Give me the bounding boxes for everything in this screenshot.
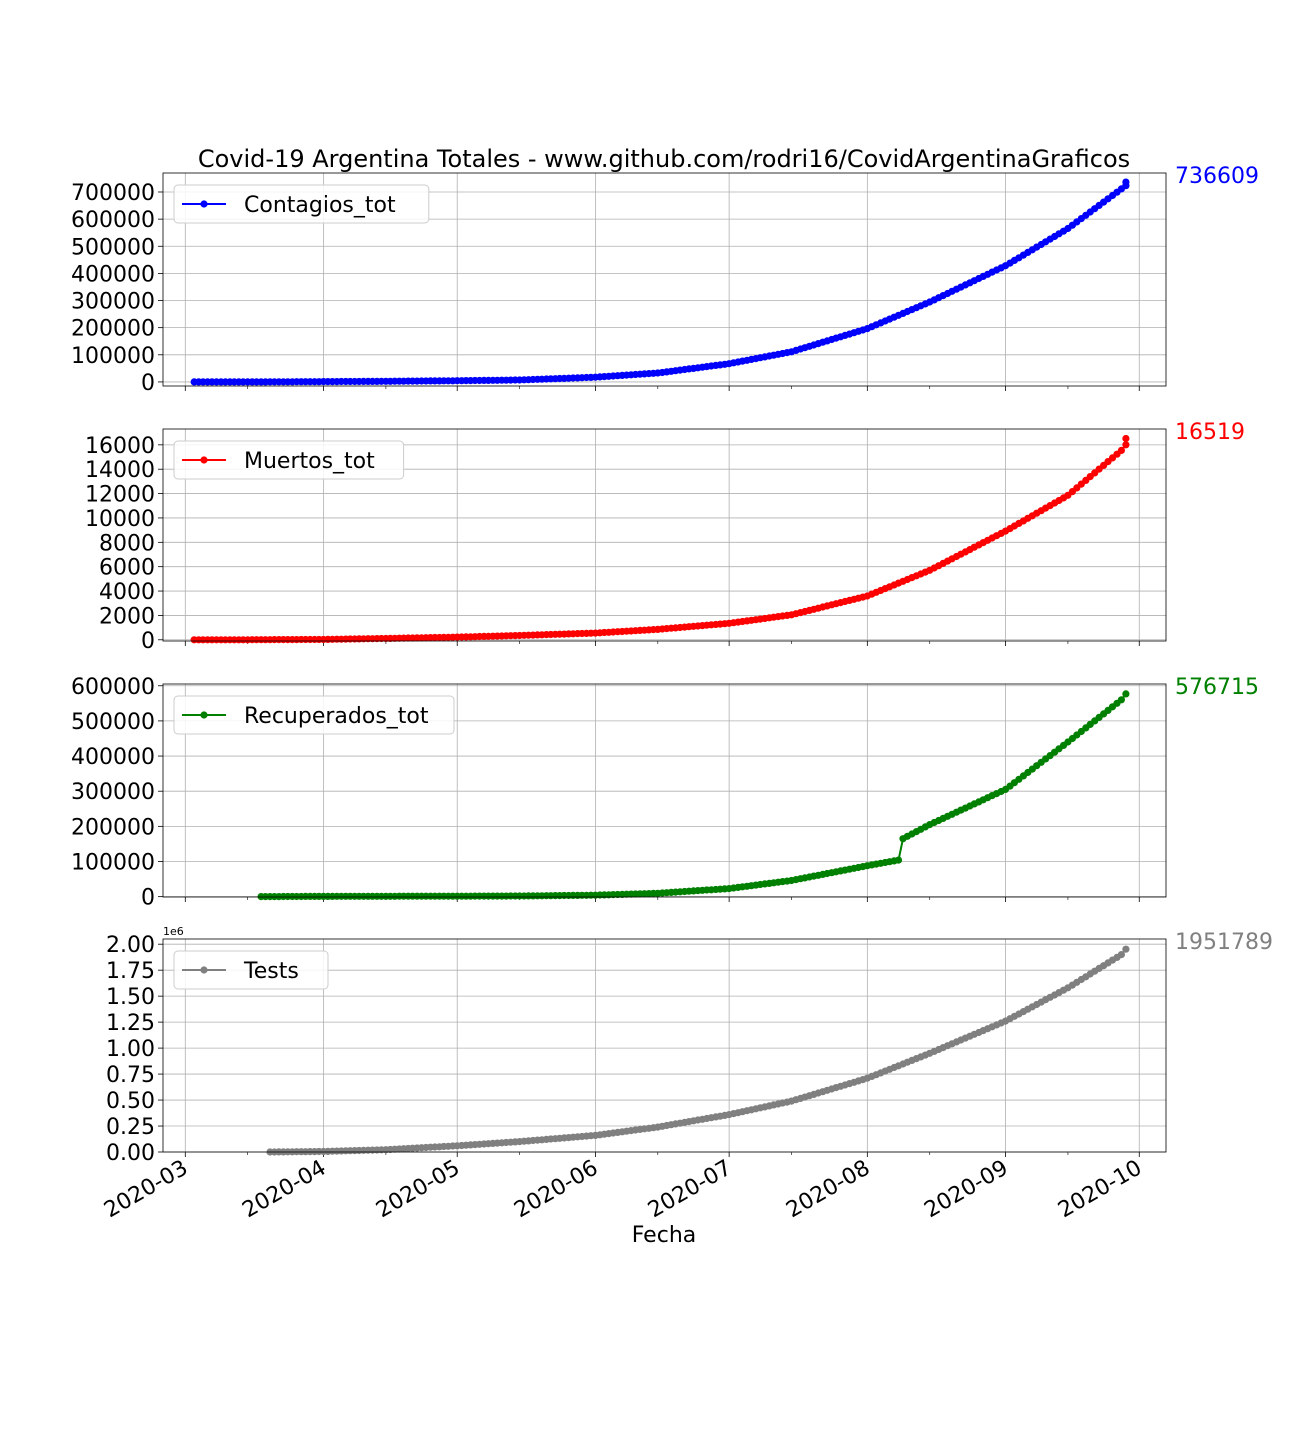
y-tick-label: 200000 bbox=[71, 815, 155, 840]
y-tick-label: 0 bbox=[141, 371, 155, 396]
y-tick-label: 2000 bbox=[99, 604, 155, 629]
y-tick-label: 700000 bbox=[71, 181, 155, 206]
panels: 0100000200000300000400000500000600000700… bbox=[71, 164, 1273, 1223]
y-tick-label: 12000 bbox=[85, 483, 155, 508]
axes-frame bbox=[162, 172, 1167, 387]
y-tick-label: 0 bbox=[141, 886, 155, 911]
x-axis-label: Fecha bbox=[632, 1223, 697, 1248]
legend: Contagios_tot bbox=[173, 184, 430, 224]
y-tick-label: 100000 bbox=[71, 344, 155, 369]
y-tick-label: 4000 bbox=[99, 580, 155, 605]
data-point bbox=[1117, 951, 1125, 959]
legend-box bbox=[173, 440, 405, 480]
legend: Tests bbox=[173, 950, 329, 990]
axes-frame bbox=[162, 428, 1167, 642]
legend-label: Contagios_tot bbox=[244, 193, 396, 218]
data-point bbox=[1122, 178, 1130, 186]
legend-marker bbox=[200, 966, 208, 974]
y-tick-label: 6000 bbox=[99, 556, 155, 581]
data-point bbox=[1122, 441, 1130, 449]
y-tick-label: 1.25 bbox=[106, 1011, 155, 1036]
legend: Muertos_tot bbox=[173, 440, 405, 480]
axes-frame bbox=[162, 938, 1167, 1153]
data-point bbox=[1117, 696, 1125, 704]
y-tick-label: 1.00 bbox=[106, 1037, 155, 1062]
y-tick-label: 1.75 bbox=[106, 959, 155, 984]
y-tick-label: 400000 bbox=[71, 262, 155, 287]
y-tick-label: 600000 bbox=[71, 208, 155, 233]
y-tick-label: 0.25 bbox=[106, 1115, 155, 1140]
data-point bbox=[1117, 446, 1125, 454]
legend-label: Recuperados_tot bbox=[244, 704, 429, 729]
chart-title: Covid-19 Argentina Totales - www.github.… bbox=[198, 145, 1130, 173]
panel-tests: 2020-03 2020-04 2020-05 2020-06 2020-07 2020-… bbox=[100, 925, 1273, 1223]
x-tick-label: 2020-08 bbox=[782, 1156, 874, 1224]
y-tick-label: 0.00 bbox=[106, 1141, 155, 1166]
series-markers bbox=[190, 434, 1130, 644]
x-tick-label: 2020-09 bbox=[920, 1156, 1012, 1224]
y-tick-label: 300000 bbox=[71, 290, 155, 315]
last-value-label: 1951789 bbox=[1175, 930, 1273, 955]
y-tick-label: 500000 bbox=[71, 235, 155, 260]
y-tick-label: 8000 bbox=[99, 531, 155, 556]
data-point bbox=[1122, 945, 1130, 953]
x-tick-label: 2020-04 bbox=[238, 1156, 330, 1224]
y-tick-label: 0.50 bbox=[106, 1089, 155, 1114]
y-tick-label: 0 bbox=[141, 629, 155, 654]
x-tick-label: 2020-05 bbox=[372, 1156, 464, 1224]
data-point bbox=[1122, 690, 1130, 698]
panel-recuperados-tot: 0 100000 200000 300000 400000 500000 600000 Rec… bbox=[71, 675, 1259, 911]
y-tick-label: 300000 bbox=[71, 780, 155, 805]
y-tick-label: 2.00 bbox=[106, 933, 155, 958]
y-offset-label: 1e6 bbox=[163, 925, 184, 938]
y-tick-label: 10000 bbox=[85, 507, 155, 532]
y-tick-label: 600000 bbox=[71, 675, 155, 700]
data-point bbox=[1122, 434, 1130, 443]
series-markers bbox=[190, 178, 1130, 386]
y-tick-label: 0.75 bbox=[106, 1063, 155, 1088]
y-tick-label: 14000 bbox=[85, 458, 155, 483]
legend: Recuperados_tot bbox=[173, 695, 455, 735]
y-tick-label: 16000 bbox=[85, 434, 155, 459]
data-point bbox=[894, 856, 903, 864]
legend-box bbox=[173, 695, 455, 735]
x-tick-label: 2020-06 bbox=[510, 1156, 602, 1224]
x-tick-label: 2020-07 bbox=[644, 1156, 736, 1224]
axes-frame bbox=[162, 683, 1167, 898]
legend-marker bbox=[200, 711, 208, 719]
y-tick-label: 400000 bbox=[71, 745, 155, 770]
legend-marker bbox=[200, 200, 208, 208]
y-tick-label: 1.50 bbox=[106, 985, 155, 1010]
legend-label: Tests bbox=[243, 959, 299, 984]
y-tick-label: 200000 bbox=[71, 317, 155, 342]
legend-box bbox=[173, 184, 430, 224]
legend-box bbox=[173, 950, 329, 990]
x-tick-label: 2020-10 bbox=[1054, 1156, 1146, 1224]
last-value-label: 576715 bbox=[1175, 675, 1259, 700]
series-markers bbox=[266, 945, 1130, 1156]
last-value-label: 16519 bbox=[1175, 420, 1245, 445]
legend-marker bbox=[200, 456, 208, 464]
legend-label: Muertos_tot bbox=[244, 449, 375, 474]
y-tick-label: 500000 bbox=[71, 710, 155, 735]
y-tick-label: 100000 bbox=[71, 851, 155, 876]
last-value-label: 736609 bbox=[1175, 164, 1259, 189]
